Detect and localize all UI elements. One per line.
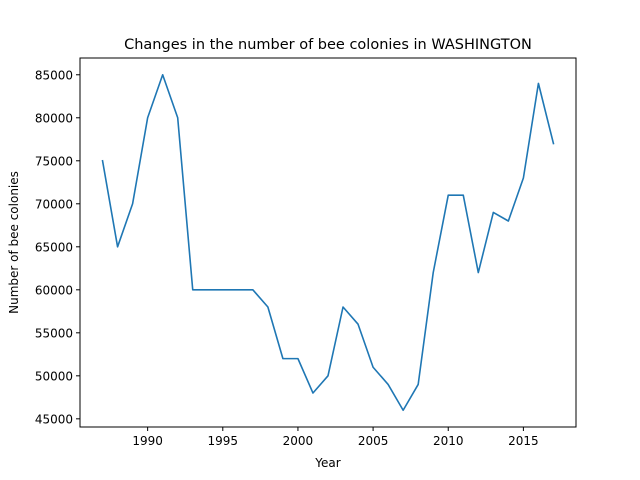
series-line-0 xyxy=(101,73,555,412)
y-axis-ticks: 45000 50000 55000 60000 65000 70000 75000 80000… xyxy=(35,68,80,426)
y-tick-label-50000: 50000 xyxy=(35,369,73,383)
x-axis-label: Year xyxy=(314,456,340,470)
x-tick-label-2010: 2010 xyxy=(433,434,464,448)
y-tick-label-70000: 70000 xyxy=(35,197,73,211)
y-tick-label-80000: 80000 xyxy=(35,111,73,125)
x-tick-label-1990: 1990 xyxy=(132,434,163,448)
x-tick-label-2005: 2005 xyxy=(358,434,389,448)
y-tick-label-75000: 75000 xyxy=(35,154,73,168)
x-tick-label-1995: 1995 xyxy=(208,434,239,448)
y-tick-label-55000: 55000 xyxy=(35,326,73,340)
x-tick-label-2000: 2000 xyxy=(283,434,314,448)
plot-area xyxy=(101,73,555,412)
y-tick-label-65000: 65000 xyxy=(35,240,73,254)
axes-frame xyxy=(79,57,577,428)
x-axis-ticks: 1990 1995 2000 2005 2010 2015 xyxy=(132,427,539,448)
x-tick-label-2015: 2015 xyxy=(508,434,539,448)
y-axis-label: Number of bee colonies xyxy=(7,171,21,314)
y-tick-label-85000: 85000 xyxy=(35,68,73,82)
chart-title: Changes in the number of bee colonies in… xyxy=(124,37,532,53)
y-tick-label-60000: 60000 xyxy=(35,283,73,297)
y-tick-label-45000: 45000 xyxy=(35,412,73,426)
